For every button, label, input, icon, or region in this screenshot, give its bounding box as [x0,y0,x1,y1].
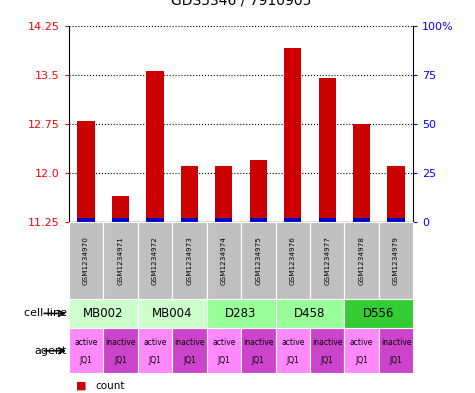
Bar [250,218,267,222]
Text: MB002: MB002 [83,307,124,320]
Bar [353,218,370,222]
Bar [172,328,207,373]
Text: MB004: MB004 [152,307,192,320]
Text: D556: D556 [363,307,395,320]
Text: GSM1234974: GSM1234974 [221,236,227,285]
Bar [241,328,276,373]
Bar [319,218,336,222]
Bar [146,72,163,222]
Bar [379,222,413,299]
Bar [250,160,267,222]
Bar [310,328,344,373]
Text: GSM1234977: GSM1234977 [324,236,330,285]
Bar [112,218,129,222]
Text: GSM1234970: GSM1234970 [83,236,89,285]
Text: active: active [350,338,373,347]
Text: agent: agent [34,346,66,356]
Bar [241,222,276,299]
Text: GSM1234975: GSM1234975 [255,236,261,285]
Bar [77,121,95,222]
Text: cell line: cell line [23,309,67,318]
Text: JQ1: JQ1 [321,356,333,365]
Text: JQ1: JQ1 [218,356,230,365]
Bar [319,78,336,222]
Text: inactive: inactive [381,338,411,347]
Bar [276,328,310,373]
Bar [138,222,172,299]
Bar [77,218,95,222]
Bar [104,328,138,373]
Text: inactive: inactive [243,338,274,347]
Text: inactive: inactive [105,338,136,347]
Bar [276,299,344,328]
Text: ■: ■ [76,381,86,391]
Bar [353,124,370,222]
Bar [215,166,232,222]
Bar [181,218,198,222]
Text: GSM1234976: GSM1234976 [290,236,296,285]
Bar [388,166,405,222]
Text: GSM1234979: GSM1234979 [393,236,399,285]
Text: D458: D458 [294,307,326,320]
Text: JQ1: JQ1 [286,356,299,365]
Bar [284,48,301,222]
Bar [388,218,405,222]
Text: JQ1: JQ1 [183,356,196,365]
Bar [138,328,172,373]
Text: JQ1: JQ1 [80,356,93,365]
Bar [276,222,310,299]
Bar [207,222,241,299]
Text: GSM1234973: GSM1234973 [186,236,192,285]
Text: active: active [75,338,98,347]
Text: JQ1: JQ1 [252,356,265,365]
Bar [344,328,379,373]
Text: GDS5346 / 7910905: GDS5346 / 7910905 [171,0,311,8]
Text: JQ1: JQ1 [149,356,162,365]
Bar [104,222,138,299]
Text: inactive: inactive [174,338,205,347]
Bar [215,218,232,222]
Bar [344,299,413,328]
Text: active: active [143,338,167,347]
Text: D283: D283 [225,307,257,320]
Bar [69,222,104,299]
Text: JQ1: JQ1 [114,356,127,365]
Bar [207,328,241,373]
Bar [172,222,207,299]
Text: GSM1234971: GSM1234971 [117,236,124,285]
Text: count: count [95,381,124,391]
Text: JQ1: JQ1 [390,356,402,365]
Bar [138,299,207,328]
Text: GSM1234978: GSM1234978 [359,236,365,285]
Text: active: active [212,338,236,347]
Bar [69,299,138,328]
Text: inactive: inactive [312,338,342,347]
Bar [310,222,344,299]
Bar [146,218,163,222]
Bar [344,222,379,299]
Bar [207,299,276,328]
Bar [69,328,104,373]
Bar [181,166,198,222]
Text: JQ1: JQ1 [355,356,368,365]
Text: active: active [281,338,304,347]
Bar [112,196,129,222]
Text: GSM1234972: GSM1234972 [152,236,158,285]
Bar [379,328,413,373]
Bar [284,218,301,222]
